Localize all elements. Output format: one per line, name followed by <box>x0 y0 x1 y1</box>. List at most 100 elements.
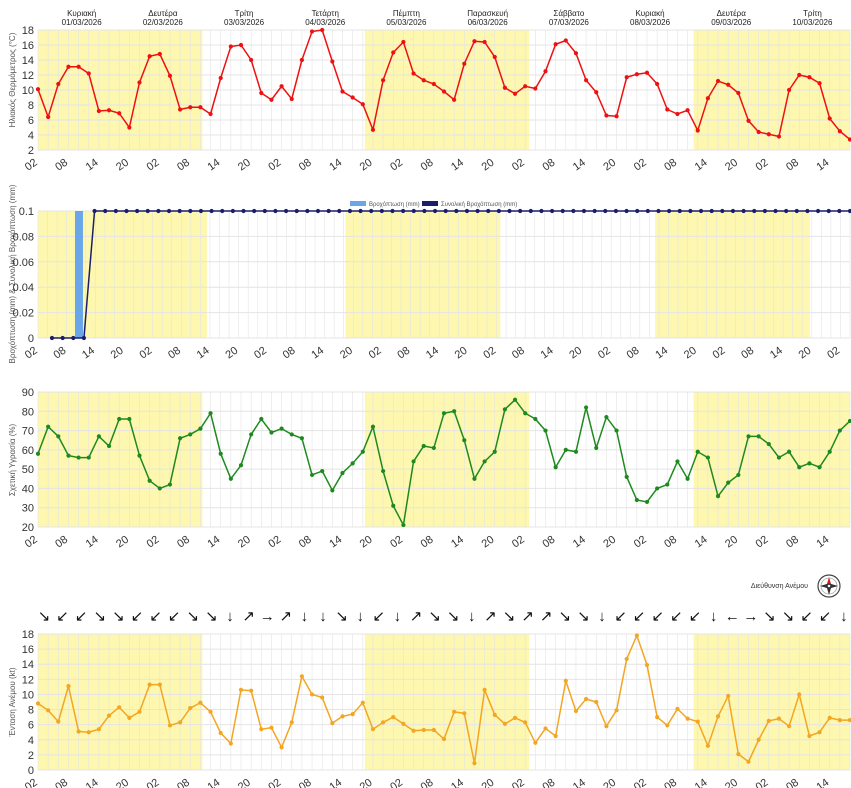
humidity-data-point <box>157 486 162 491</box>
humidity-data-point <box>421 443 426 449</box>
temp-x-tick-label: 14 <box>449 157 466 174</box>
temp-data-point <box>401 39 406 45</box>
temp-data-point <box>431 81 436 87</box>
rain-data-point <box>709 208 714 214</box>
wind-data-point <box>827 715 832 720</box>
wind-direction-arrow: ↗ <box>410 608 423 625</box>
humidity-data-point <box>695 449 700 454</box>
wind-data-point <box>624 656 629 662</box>
wind-data-point <box>452 709 457 714</box>
wind-data-point <box>492 712 497 717</box>
rain-data-point <box>507 208 512 214</box>
rain-data-point <box>241 208 246 214</box>
wind-direction-arrow: ↘ <box>205 608 218 625</box>
rain-x-tick-label: 20 <box>682 345 699 362</box>
temp-data-point <box>381 78 386 83</box>
humidity-data-point <box>411 459 416 464</box>
wind-y-tick-label: 0 <box>28 765 34 777</box>
humidity-y-tick-label: 80 <box>22 406 34 418</box>
rain-data-point <box>294 208 299 214</box>
humidity-data-point <box>178 436 183 441</box>
rain-data-point <box>49 335 55 341</box>
humidity-x-tick-label: 20 <box>114 534 131 551</box>
temp-data-point <box>127 125 132 130</box>
temp-x-tick-label: 14 <box>206 157 223 174</box>
rain-data-point <box>635 208 640 214</box>
rain-x-tick-label: 14 <box>539 345 556 362</box>
humidity-data-point <box>512 397 518 402</box>
humidity-data-point <box>350 461 355 466</box>
wind-x-tick-label: 02 <box>632 777 649 788</box>
temp-data-point <box>787 87 792 93</box>
wind-data-point <box>614 708 619 713</box>
wind-direction-arrow: ↓ <box>356 608 364 625</box>
day-name: Δευτέρα <box>148 9 178 18</box>
wind-direction-arrow: ↓ <box>226 608 234 625</box>
legend-label-rain-total: Συνολική Βροχόπτωση (mm) <box>441 201 517 208</box>
temp-data-point <box>665 107 670 112</box>
wind-data-point <box>715 714 721 719</box>
temp-data-point <box>452 97 457 102</box>
wind-direction-arrow: ↗ <box>521 608 534 625</box>
wind-y-tick-label: 12 <box>22 674 34 686</box>
rain-x-tick-label: 20 <box>109 345 126 362</box>
rain-data-point <box>688 208 693 214</box>
wind-data-point <box>96 727 101 732</box>
wind-y-tick-label: 14 <box>22 659 34 671</box>
temp-x-tick-label: 14 <box>815 157 832 174</box>
humidity-data-point <box>330 488 335 493</box>
temp-data-point <box>797 72 802 78</box>
humidity-x-tick-label: 08 <box>419 534 436 551</box>
wind-data-point <box>279 745 284 750</box>
wind-direction-arrow: ↓ <box>468 608 476 625</box>
humidity-data-point <box>279 426 284 431</box>
humidity-y-tick-label: 40 <box>22 483 34 495</box>
humidity-x-tick-label: 02 <box>388 534 405 551</box>
wind-direction-arrow: ↙ <box>800 608 813 625</box>
humidity-data-point <box>472 476 477 481</box>
wind-data-point <box>472 761 477 766</box>
rain-data-point <box>60 335 65 341</box>
rain-data-point <box>571 208 576 214</box>
humidity-x-tick-label: 08 <box>662 534 679 551</box>
rain-data-point <box>539 208 544 214</box>
temp-data-point <box>391 50 396 55</box>
humidity-data-point <box>756 434 761 439</box>
wind-x-tick-label: 08 <box>784 777 801 788</box>
rain-panel: Βροχόπτωση (mm) & Συνολική Βροχόπτωση (m… <box>8 184 851 363</box>
rain-legend[interactable]: Βροχόπτωση (mm) Συνολική Βροχόπτωση (mm) <box>350 201 517 208</box>
temp-y-tick-label: 16 <box>22 40 34 52</box>
temp-data-point <box>198 105 203 110</box>
temp-x-tick-label: 02 <box>632 157 649 174</box>
humidity-data-point <box>35 451 41 456</box>
rain-data-point <box>369 208 374 214</box>
wind-data-point <box>289 720 294 725</box>
temp-x-tick-label: 08 <box>297 157 314 174</box>
humidity-data-point <box>736 472 741 478</box>
wind-direction-arrow: ↗ <box>280 608 293 625</box>
wind-data-point <box>431 727 436 733</box>
wind-data-point <box>46 708 51 713</box>
temp-data-point <box>441 89 447 94</box>
wind-data-point <box>837 718 842 723</box>
humidity-data-point <box>391 503 396 508</box>
day-date: 09/03/2026 <box>711 18 752 27</box>
rain-x-tick-label: 02 <box>367 345 384 362</box>
wind-data-point <box>776 716 782 721</box>
temp-x-tick-label: 02 <box>510 157 527 174</box>
rain-data-point <box>113 208 118 214</box>
rain-data-point <box>752 208 757 214</box>
rain-x-tick-label: 20 <box>223 345 240 362</box>
wind-data-point <box>208 709 213 714</box>
humidity-data-point <box>340 470 345 476</box>
wind-data-point <box>218 730 223 736</box>
humidity-data-point <box>787 449 792 454</box>
humidity-x-tick-label: 20 <box>236 534 253 551</box>
humidity-y-label: Σχετική Υγρασία (%) <box>8 424 17 497</box>
wind-y-tick-label: 10 <box>22 689 34 701</box>
wind-direction-arrow: ↙ <box>689 608 702 625</box>
temp-data-point <box>46 114 51 120</box>
rain-x-tick-label: 02 <box>137 345 154 362</box>
humidity-data-point <box>431 445 436 451</box>
temp-data-point <box>249 57 254 63</box>
